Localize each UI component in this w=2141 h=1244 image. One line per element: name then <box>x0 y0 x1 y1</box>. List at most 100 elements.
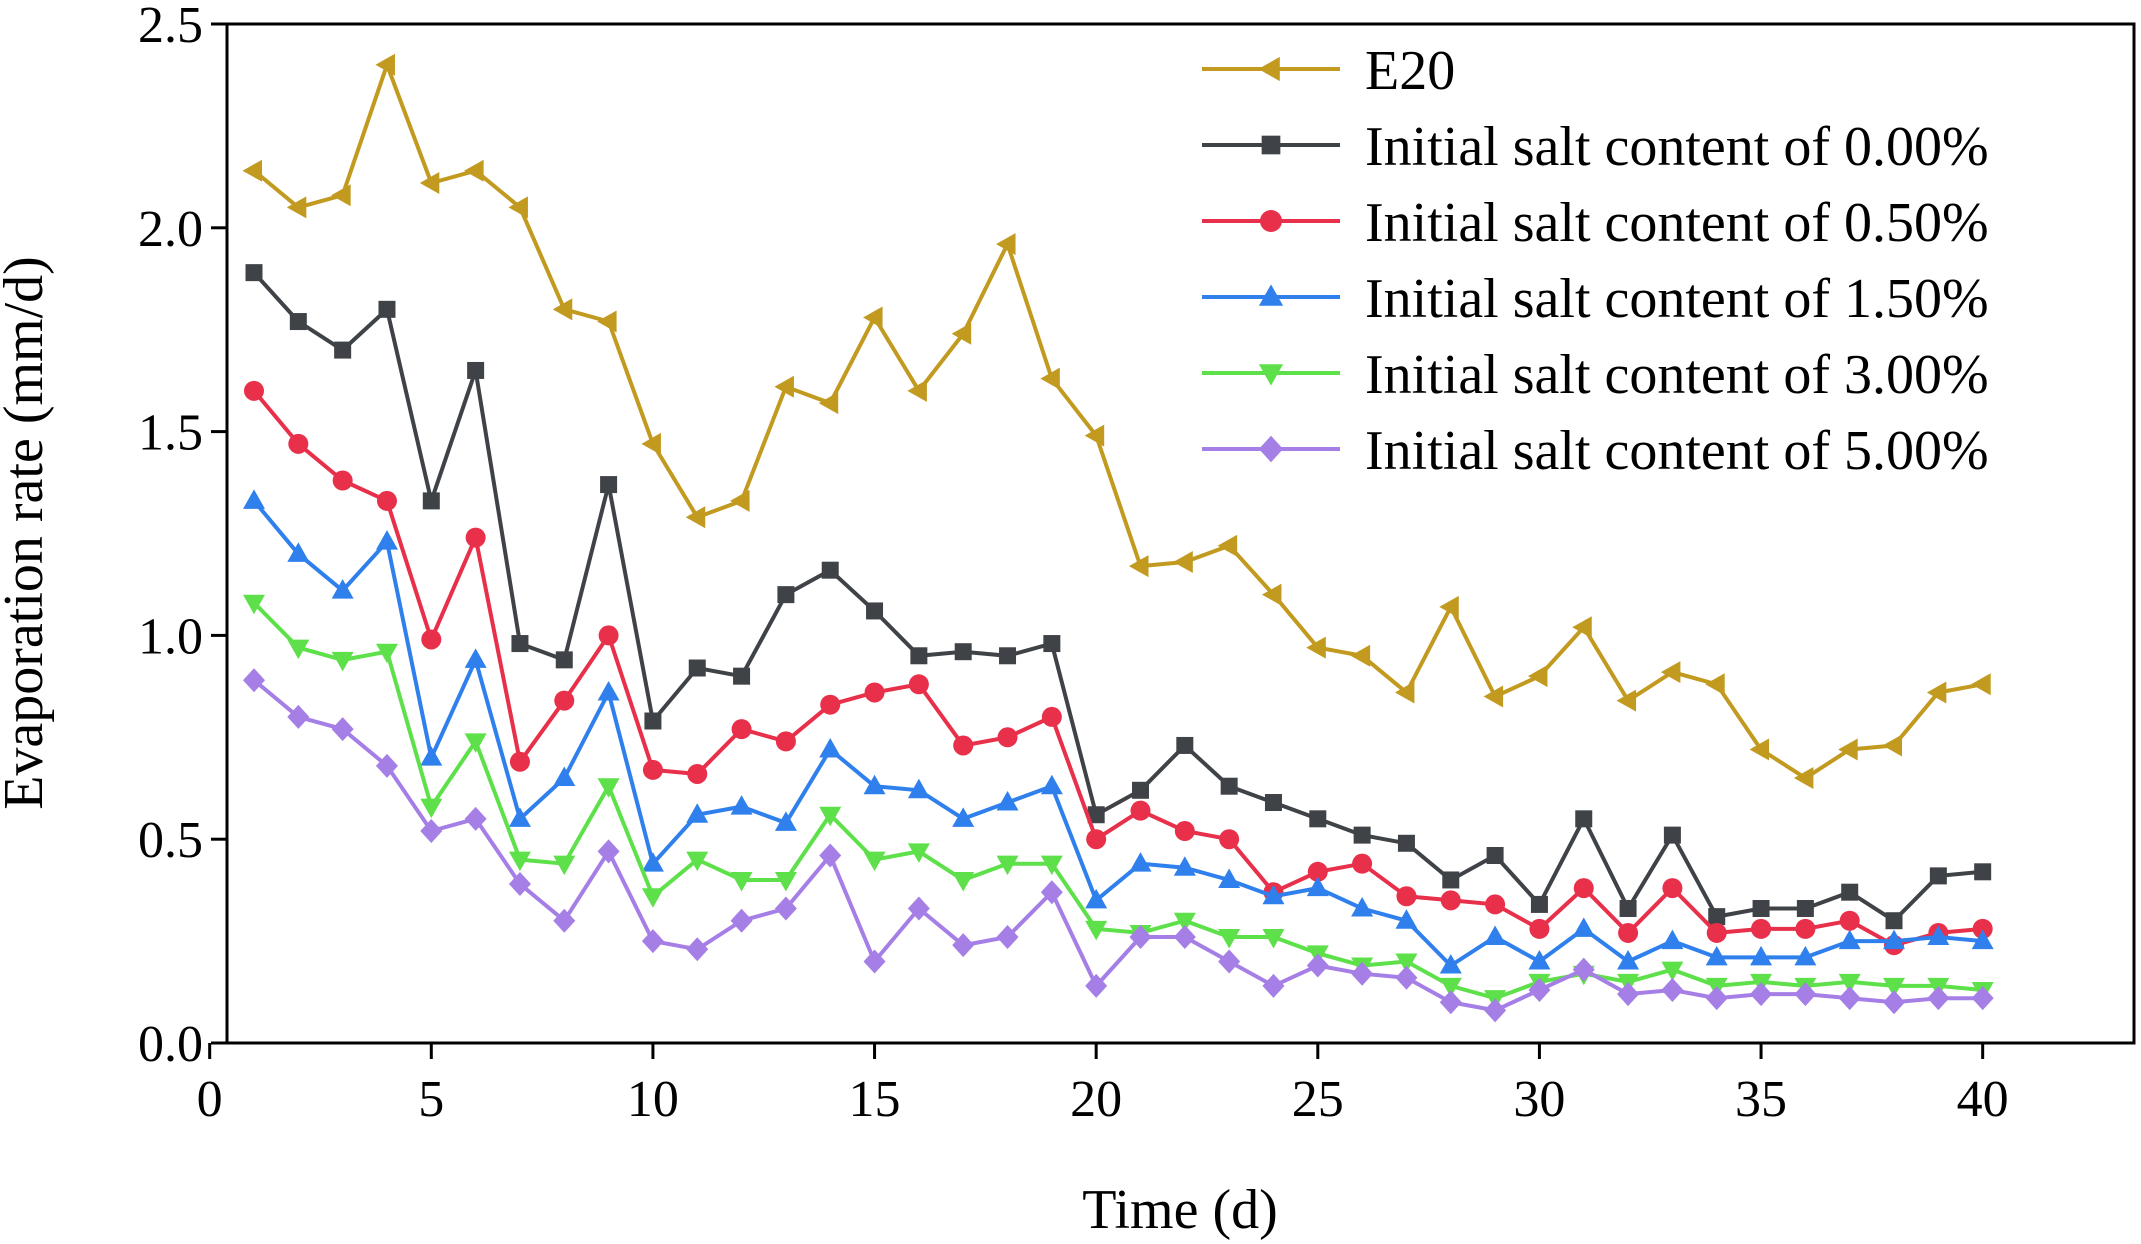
data-point <box>1086 829 1107 850</box>
data-point <box>1662 878 1683 899</box>
x-tick-label: 10 <box>627 1071 679 1128</box>
data-point <box>1396 886 1417 907</box>
data-point <box>863 306 883 329</box>
data-point <box>1258 284 1284 306</box>
data-point <box>1262 884 1285 905</box>
data-point <box>777 586 795 604</box>
data-point <box>288 433 309 454</box>
data-point <box>1442 871 1460 889</box>
series-line <box>252 499 1983 969</box>
data-point <box>1484 925 1507 946</box>
x-tick-label: 40 <box>1957 1071 2009 1128</box>
data-point <box>1841 883 1859 901</box>
data-point <box>508 851 531 872</box>
data-point <box>996 233 1016 256</box>
x-tick-label: 25 <box>1292 1071 1344 1128</box>
data-point <box>1528 949 1551 970</box>
data-point <box>464 806 487 831</box>
legend: E20 Initial salt content of 0.00% Initial … <box>1202 40 1989 482</box>
data-point <box>686 803 709 823</box>
data-point <box>1261 583 1282 606</box>
data-point <box>996 925 1019 950</box>
data-point <box>1084 424 1105 447</box>
data-point <box>1350 644 1371 667</box>
data-point <box>555 651 573 669</box>
data-point <box>1306 876 1329 897</box>
data-point <box>1793 767 1814 790</box>
data-point <box>1085 920 1108 941</box>
data-point <box>464 648 487 668</box>
data-point <box>1262 929 1285 949</box>
data-point <box>1705 986 1728 1011</box>
data-point <box>954 643 972 661</box>
data-point <box>375 53 395 76</box>
data-point <box>1974 863 1992 881</box>
x-tick-label: 5 <box>418 1071 444 1128</box>
data-point <box>1173 925 1196 950</box>
data-point <box>1085 973 1108 998</box>
data-point <box>641 929 664 954</box>
data-point <box>465 527 486 548</box>
data-point <box>467 361 485 379</box>
data-point <box>1260 210 1282 232</box>
data-point <box>243 489 265 509</box>
x-tick-label: 35 <box>1735 1071 1787 1128</box>
data-point <box>1439 990 1462 1015</box>
data-point <box>600 476 618 494</box>
axis-ticks: 0 5 10 15 20 25 30 35 40 0.0 0.5 1.0 1.5 2.0 2.5 <box>138 0 2009 1128</box>
x-tick-label: 15 <box>849 1071 901 1128</box>
data-point <box>1883 977 1906 998</box>
data-point <box>1971 986 1994 1011</box>
data-point <box>907 896 930 921</box>
data-point <box>597 839 620 864</box>
x-tick-label: 30 <box>1513 1071 1565 1128</box>
data-point <box>733 667 751 685</box>
data-point <box>1527 665 1548 688</box>
data-point <box>1395 953 1418 973</box>
data-point <box>511 635 529 653</box>
series-initial-salt-content-of-0-50- <box>244 380 1993 956</box>
data-point <box>686 851 709 872</box>
data-point <box>1484 998 1507 1023</box>
data-point <box>1529 918 1550 939</box>
data-point <box>1309 810 1327 828</box>
data-point <box>421 629 442 650</box>
data-point <box>952 807 975 827</box>
data-point <box>1705 673 1725 696</box>
data-point <box>907 778 930 799</box>
data-point <box>730 871 753 892</box>
legend-label: Initial salt content of 0.00% <box>1365 116 1989 178</box>
data-point <box>1352 853 1373 874</box>
data-point <box>331 651 354 672</box>
data-point <box>598 625 619 646</box>
data-point <box>287 704 310 729</box>
data-point <box>908 674 929 695</box>
data-point <box>1929 867 1947 885</box>
data-point <box>819 843 842 868</box>
data-point <box>1838 738 1858 761</box>
series-layer <box>242 53 1994 1023</box>
data-point <box>774 871 797 892</box>
data-point <box>286 196 307 219</box>
legend-item: Initial salt content of 1.50% <box>1202 268 1989 330</box>
legend-item: Initial salt content of 0.50% <box>1202 192 1989 254</box>
data-point <box>1705 945 1728 966</box>
data-point <box>1573 878 1594 899</box>
data-point <box>1307 861 1328 882</box>
data-point <box>1218 929 1241 949</box>
legend-item: Initial salt content of 5.00% <box>1202 420 1989 482</box>
legend-label: Initial salt content of 1.50% <box>1365 268 1989 330</box>
data-point <box>1040 855 1063 876</box>
data-point <box>376 490 397 511</box>
data-point <box>1927 986 1950 1011</box>
data-point <box>1708 908 1726 926</box>
data-point <box>1087 806 1105 824</box>
data-point <box>1129 925 1152 950</box>
series-line <box>252 389 1983 948</box>
data-point <box>1926 681 1947 704</box>
data-point <box>1749 738 1770 761</box>
data-point <box>553 855 576 876</box>
data-point <box>774 896 797 921</box>
data-point <box>509 751 530 772</box>
